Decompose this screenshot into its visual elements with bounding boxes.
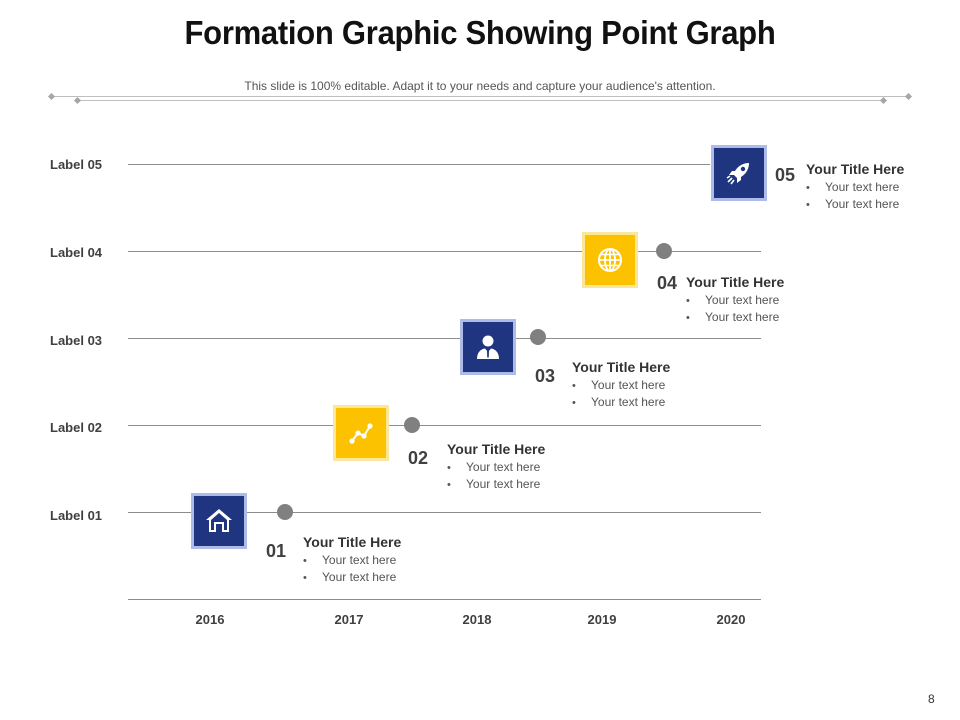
row-label: Label 01 [50, 508, 103, 523]
year-label: 2018 [462, 612, 492, 627]
item-bullet: Your text here [572, 377, 670, 394]
item-title: Your Title Here [447, 441, 546, 457]
home-icon [206, 509, 232, 532]
year-label: 2017 [334, 612, 364, 627]
item-bullet: Your text here [447, 459, 545, 476]
item-title: Your Title Here [303, 534, 402, 550]
item-text-block: Your Title Here Your text here Your text… [447, 441, 545, 493]
item-number: 01 [266, 541, 287, 561]
rocket-icon [726, 163, 749, 185]
point-marker [656, 243, 672, 259]
line-chart-icon [349, 423, 373, 444]
slide-subtitle: This slide is 100% editable. Adapt it to… [244, 79, 716, 93]
row-label: Label 04 [50, 245, 103, 260]
globe-icon-box [582, 232, 638, 288]
grid-line [128, 338, 761, 339]
year-label: 2016 [195, 612, 225, 627]
x-axis-line [128, 599, 761, 600]
item-bullet: Your text here [686, 292, 784, 309]
item-bullet: Your text here [303, 569, 401, 586]
item-bullet: Your text here [686, 309, 784, 326]
year-label: 2020 [716, 612, 746, 627]
item-text-block: Your Title Here Your text here Your text… [686, 274, 784, 326]
row-label: Label 05 [50, 157, 103, 172]
line-chart-icon-box [333, 405, 389, 461]
item-number: 02 [408, 448, 429, 468]
home-icon-box [191, 493, 247, 549]
page-number: 8 [928, 692, 935, 706]
slide-title: Formation Graphic Showing Point Graph [184, 14, 776, 51]
item-text-block: Your Title Here Your text here Your text… [806, 161, 904, 213]
divider-line-top [52, 96, 908, 97]
item-bullet: Your text here [447, 476, 545, 493]
divider-line-bottom [78, 100, 884, 101]
item-bullet: Your text here [303, 552, 401, 569]
item-number: 05 [775, 165, 796, 185]
item-title: Your Title Here [572, 359, 671, 375]
point-marker [530, 329, 546, 345]
item-bullet: Your text here [806, 196, 904, 213]
grid-line [128, 251, 761, 252]
point-marker [404, 417, 420, 433]
item-text-block: Your Title Here Your text here Your text… [303, 534, 401, 586]
year-label: 2019 [587, 612, 617, 627]
user-icon-box [460, 319, 516, 375]
item-title: Your Title Here [806, 161, 905, 177]
point-marker [277, 504, 293, 520]
item-number: 04 [657, 273, 678, 293]
globe-icon [598, 248, 622, 272]
divider-diamond-icon [73, 96, 82, 105]
item-title: Your Title Here [686, 274, 785, 290]
item-text-block: Your Title Here Your text here Your text… [572, 359, 670, 411]
grid-line [128, 425, 761, 426]
row-label: Label 02 [50, 420, 103, 435]
item-number: 03 [535, 366, 556, 386]
grid-line [128, 512, 761, 513]
item-bullet: Your text here [806, 179, 904, 196]
rocket-icon-box [711, 145, 767, 201]
user-icon [477, 335, 499, 359]
row-label: Label 03 [50, 333, 103, 348]
divider-diamond-icon [47, 92, 56, 101]
item-bullet: Your text here [572, 394, 670, 411]
divider-diamond-icon [904, 92, 913, 101]
grid-line [128, 164, 710, 165]
divider-diamond-icon [879, 96, 888, 105]
